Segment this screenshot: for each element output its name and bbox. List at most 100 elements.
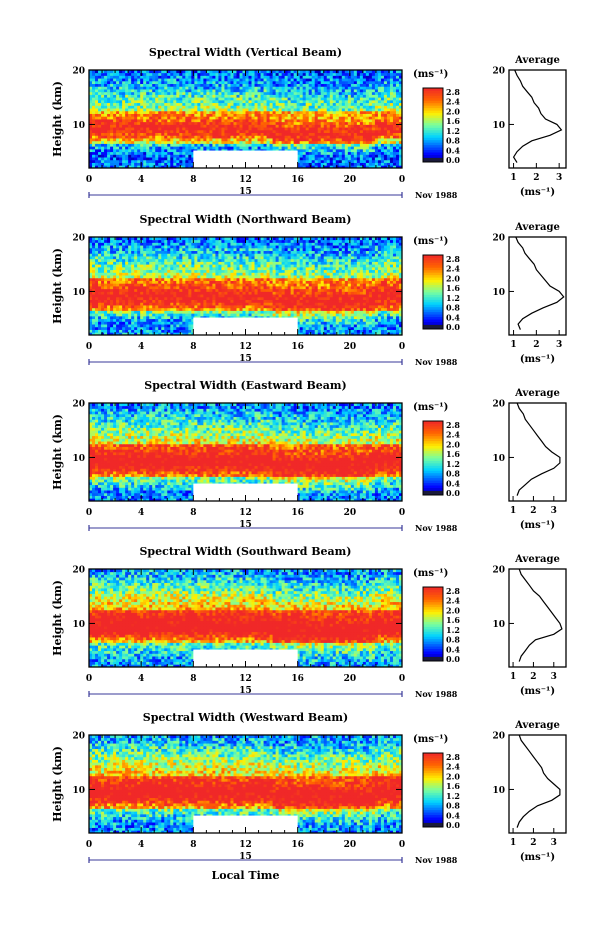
heatmap-cell bbox=[275, 86, 280, 90]
heatmap-cell bbox=[320, 129, 325, 134]
heatmap-cell bbox=[95, 102, 99, 106]
heatmap-cell bbox=[383, 99, 388, 104]
heatmap-cell bbox=[281, 138, 286, 142]
heatmap-cell bbox=[182, 324, 186, 328]
heatmap-cell bbox=[371, 78, 376, 82]
heatmap-cell bbox=[320, 105, 325, 109]
heatmap-cell bbox=[380, 89, 385, 93]
heatmap-cell bbox=[362, 151, 367, 155]
heatmap-cell bbox=[380, 72, 385, 76]
heatmap-cell bbox=[386, 108, 391, 112]
heatmap-cell bbox=[92, 97, 96, 101]
heatmap-cell bbox=[92, 154, 96, 158]
heatmap-cell bbox=[380, 140, 385, 144]
heatmap-cell bbox=[317, 119, 322, 123]
heatmap-cell bbox=[212, 72, 216, 76]
heatmap-cell bbox=[335, 97, 340, 101]
heatmap-cell bbox=[212, 121, 216, 125]
heatmap-cell bbox=[353, 70, 358, 74]
heatmap-cell bbox=[233, 108, 237, 112]
heatmap-cell bbox=[332, 91, 337, 95]
heatmap-cell bbox=[359, 121, 364, 125]
heatmap-cell bbox=[203, 78, 207, 82]
heatmap-cell bbox=[122, 127, 126, 131]
heatmap-cell bbox=[311, 108, 316, 112]
heatmap-cell bbox=[266, 148, 270, 153]
heatmap-cell bbox=[395, 318, 400, 322]
heatmap-cell bbox=[104, 99, 108, 104]
colorbar-tick-label: 0.8 bbox=[446, 136, 460, 146]
heatmap-cell bbox=[350, 86, 355, 90]
heatmap-cell bbox=[101, 162, 105, 166]
heatmap-cell bbox=[89, 80, 93, 85]
heatmap-cell bbox=[104, 138, 108, 142]
heatmap-cell bbox=[359, 148, 364, 153]
heatmap-cell bbox=[395, 75, 400, 79]
heatmap-cell bbox=[350, 138, 355, 142]
heatmap-cell bbox=[134, 313, 138, 317]
heatmap-cell bbox=[275, 108, 280, 112]
panel-1: Spectral Width (Vertical Beam)2010Height… bbox=[51, 46, 567, 200]
heatmap-cell bbox=[107, 332, 111, 336]
heatmap-cell bbox=[320, 146, 325, 150]
heatmap-cell bbox=[326, 135, 331, 139]
heatmap-cell bbox=[203, 102, 207, 106]
heatmap-cell bbox=[251, 113, 255, 117]
heatmap-cell bbox=[152, 78, 156, 82]
heatmap-cell bbox=[317, 318, 322, 322]
heatmap-cell bbox=[197, 124, 201, 128]
heatmap-cell bbox=[377, 140, 382, 144]
heatmap-cell bbox=[317, 127, 322, 131]
heatmap-cell bbox=[188, 157, 192, 161]
heatmap-cell bbox=[278, 99, 283, 104]
heatmap-cell bbox=[152, 326, 156, 330]
heatmap-cell bbox=[317, 143, 322, 147]
heatmap-cell bbox=[209, 78, 213, 82]
heatmap-cell bbox=[242, 129, 246, 134]
heatmap-cell bbox=[230, 124, 234, 128]
heatmap-cell bbox=[170, 318, 174, 322]
heatmap-cell bbox=[155, 110, 159, 114]
heatmap-cell bbox=[173, 129, 177, 134]
heatmap-cell bbox=[140, 162, 144, 166]
heatmap-cell bbox=[137, 94, 141, 98]
heatmap-cell bbox=[149, 313, 153, 317]
heatmap-cell bbox=[251, 110, 255, 114]
heatmap-cell bbox=[188, 321, 192, 325]
heatmap-cell bbox=[116, 99, 120, 104]
heatmap-cell bbox=[290, 94, 295, 98]
heatmap-cell bbox=[206, 119, 210, 123]
heatmap-cell bbox=[284, 97, 289, 101]
heatmap-cell bbox=[242, 72, 246, 76]
heatmap-cell bbox=[263, 129, 267, 134]
heatmap-cell bbox=[353, 321, 358, 325]
heatmap-cell bbox=[287, 105, 292, 109]
heatmap-cell bbox=[107, 329, 111, 333]
heatmap-cell bbox=[128, 318, 132, 322]
heatmap-cell bbox=[377, 159, 382, 163]
heatmap-cell bbox=[107, 105, 111, 109]
heatmap-cell bbox=[347, 135, 352, 139]
heatmap-cell bbox=[254, 105, 258, 109]
heatmap-cell bbox=[353, 119, 358, 123]
heatmap-cell bbox=[134, 318, 138, 322]
heatmap-cell bbox=[218, 143, 222, 147]
heatmap-cell bbox=[365, 132, 370, 136]
heatmap-cell bbox=[113, 138, 117, 142]
heatmap-cell bbox=[344, 162, 349, 166]
heatmap-cell bbox=[203, 75, 207, 79]
heatmap-cell bbox=[173, 102, 177, 106]
heatmap-cell bbox=[365, 75, 370, 79]
heatmap-cell bbox=[281, 307, 286, 311]
heatmap-cell bbox=[149, 97, 153, 101]
heatmap-cell bbox=[359, 310, 364, 314]
heatmap-cell bbox=[254, 83, 258, 87]
heatmap-cell bbox=[380, 157, 385, 161]
heatmap-cell bbox=[176, 146, 180, 150]
heatmap-cell bbox=[380, 318, 385, 322]
heatmap-cell bbox=[338, 75, 343, 79]
heatmap-cell bbox=[350, 310, 355, 314]
heatmap-cell bbox=[239, 121, 243, 125]
heatmap-cell bbox=[155, 121, 159, 125]
heatmap-cell bbox=[236, 91, 240, 95]
